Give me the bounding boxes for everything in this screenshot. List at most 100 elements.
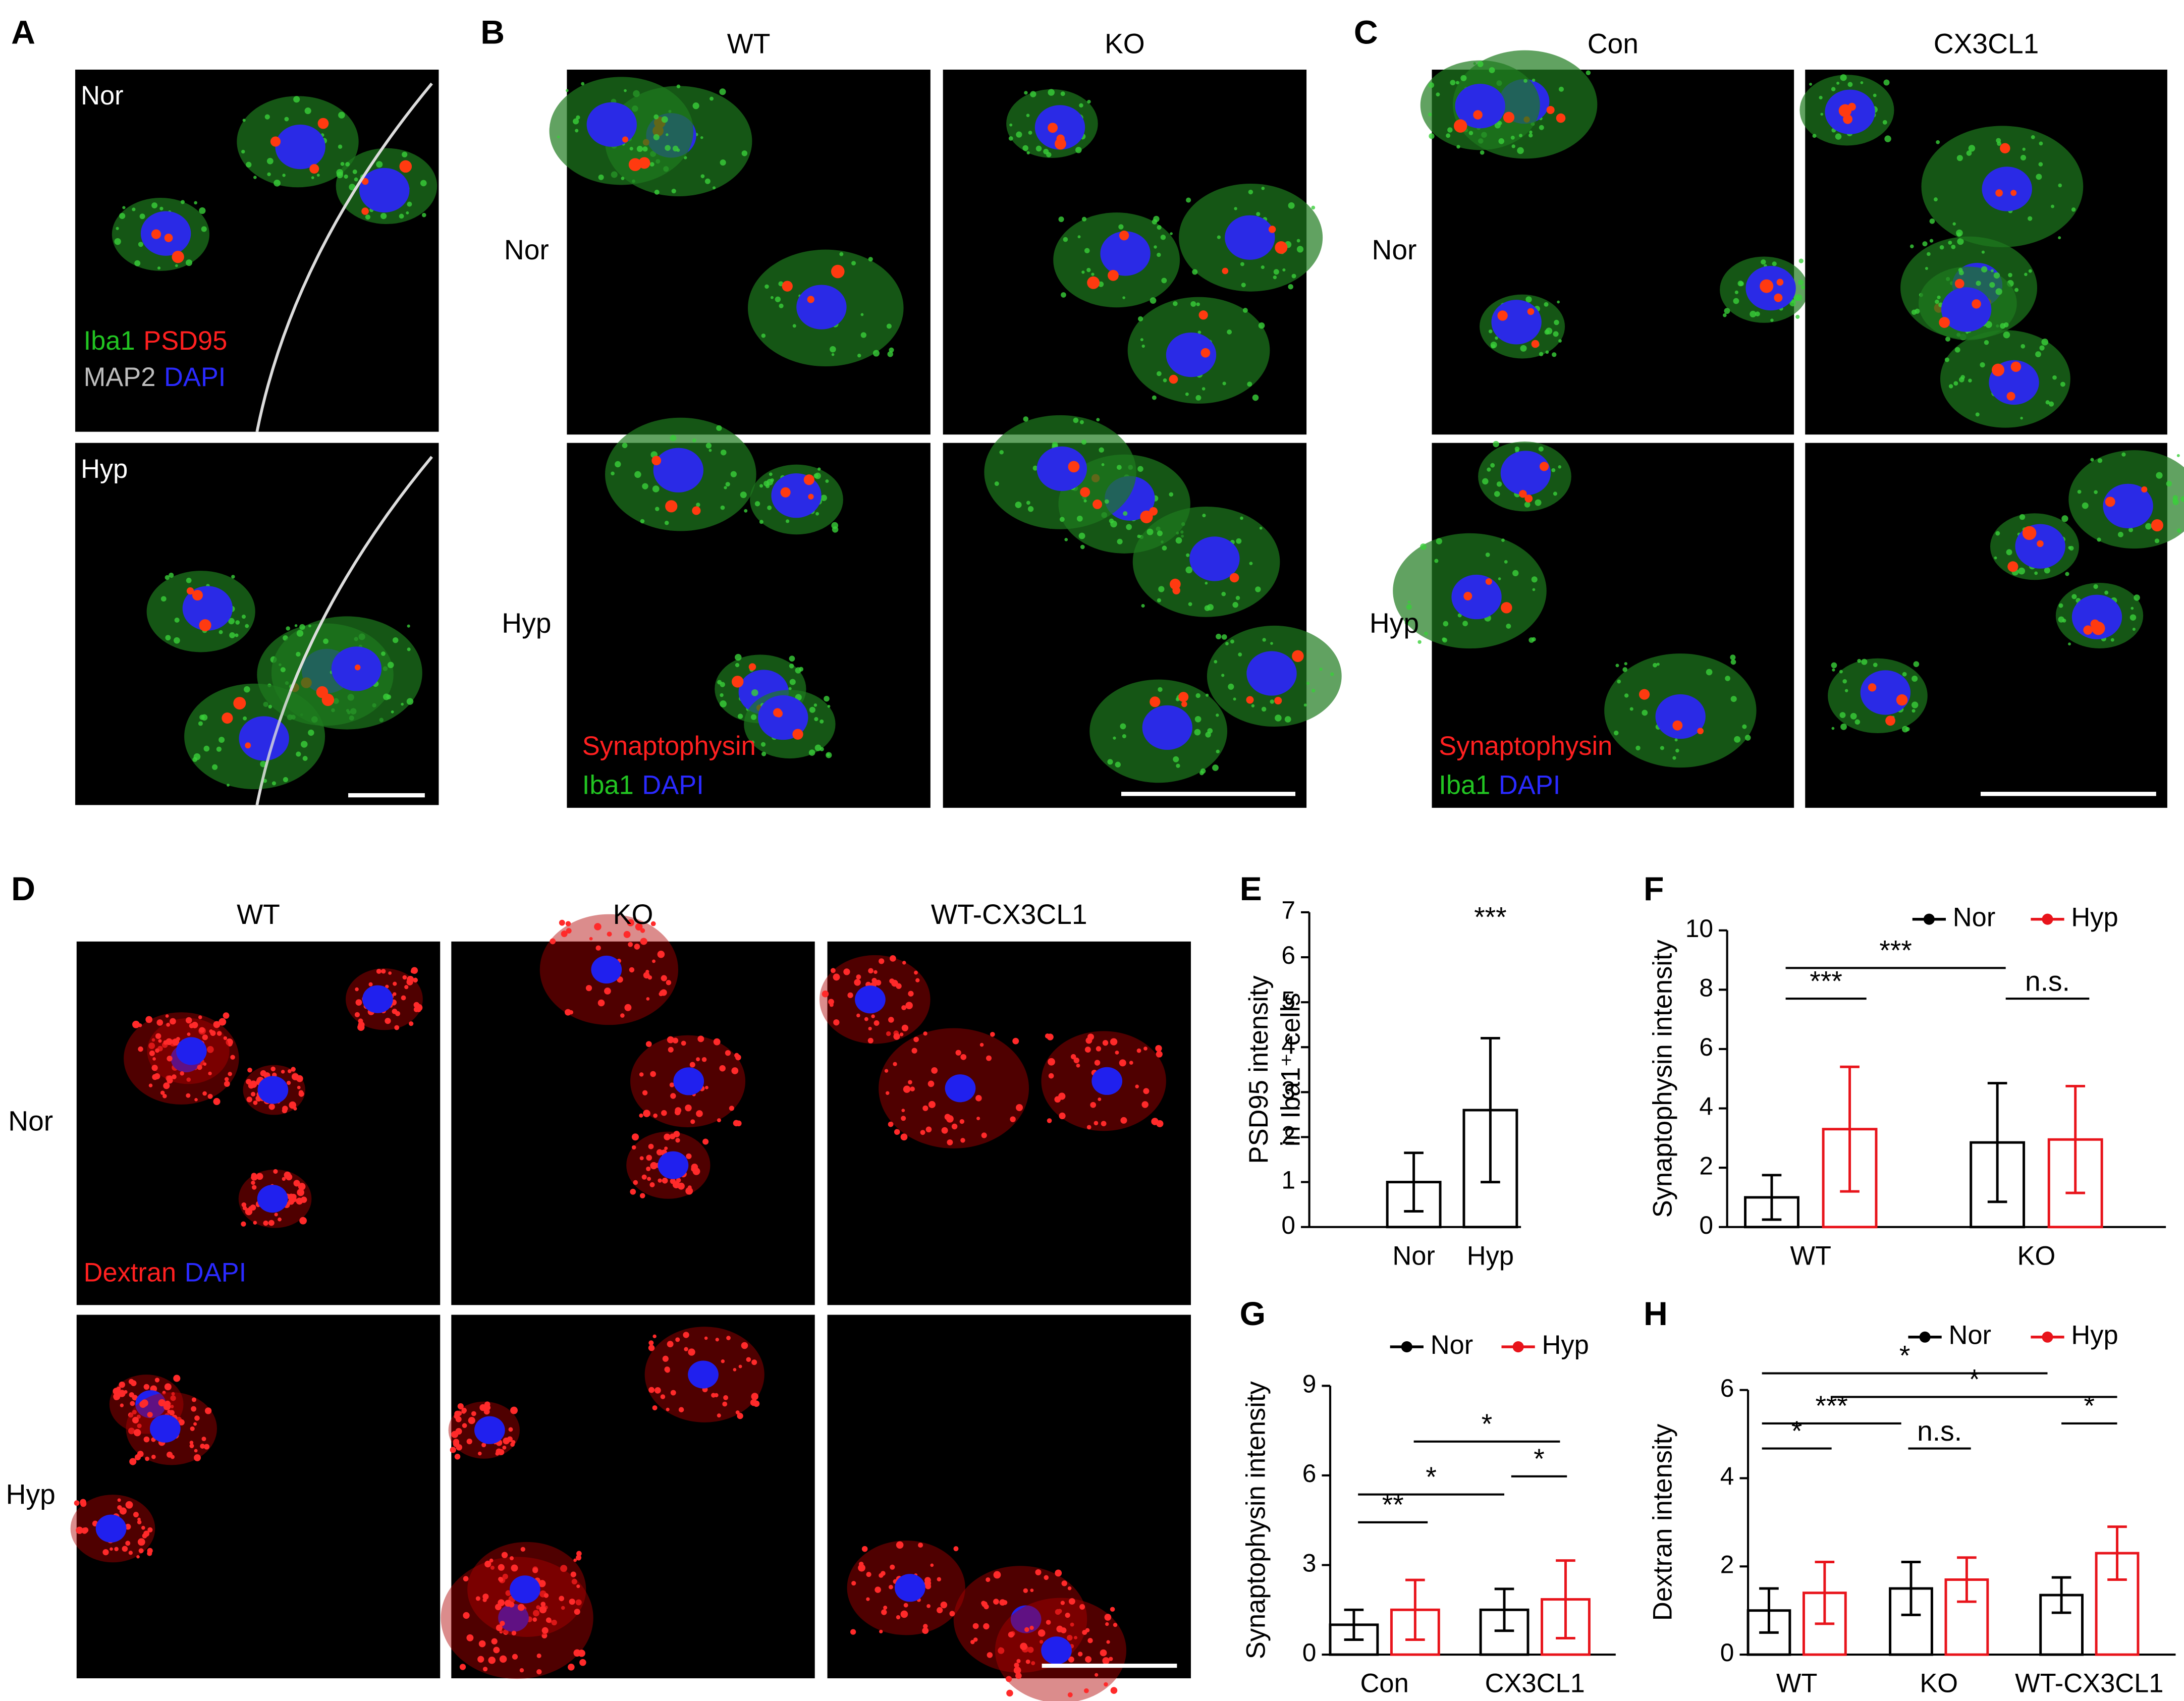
dextran-dot: [893, 1062, 897, 1066]
dextran-dot: [973, 1637, 978, 1642]
green-dot: [1146, 528, 1154, 535]
green-dot: [1734, 736, 1741, 743]
green-dot: [212, 764, 218, 770]
legend-label: Hyp: [2071, 1321, 2118, 1350]
dextran-dot: [1070, 1054, 1076, 1060]
green-dot: [1532, 588, 1536, 591]
dextran-dot: [1143, 1088, 1150, 1094]
green-dot: [1252, 394, 1259, 401]
green-dot: [839, 252, 844, 256]
dextran-dot: [753, 1400, 760, 1407]
green-dot: [1490, 463, 1495, 468]
green-dot: [1192, 269, 1198, 275]
green-dot: [1061, 292, 1066, 298]
dextran-dot: [191, 1021, 198, 1028]
dextran-dot: [1046, 1620, 1051, 1625]
dextran-dot: [138, 1548, 144, 1554]
green-dot: [1909, 244, 1914, 249]
dextran-dot: [293, 1180, 300, 1187]
green-dot: [421, 212, 426, 217]
dextran-dot: [166, 1023, 171, 1027]
red-puncta: [399, 160, 412, 173]
green-dot: [159, 206, 163, 210]
dextran-dot: [251, 1185, 257, 1190]
dextran-dot: [263, 1220, 268, 1226]
green-dot: [1081, 216, 1087, 222]
dextran-dot: [751, 1359, 757, 1365]
row-label: Nor: [81, 81, 124, 111]
micrograph: [75, 443, 439, 805]
green-dot: [1202, 387, 1206, 391]
green-dot: [1073, 417, 1079, 423]
green-dot: [1850, 712, 1857, 720]
green-dot: [999, 450, 1004, 455]
dextran-dot: [165, 1014, 169, 1018]
green-dot: [1080, 544, 1085, 550]
green-dot: [1480, 150, 1485, 155]
dextran-dot: [488, 1656, 496, 1664]
green-dot: [1733, 298, 1739, 304]
green-dot: [407, 201, 412, 207]
dextran-dot: [194, 1454, 201, 1461]
dextran-dot: [607, 931, 612, 937]
green-dot: [2008, 272, 2012, 278]
green-dot: [1770, 318, 1774, 322]
dextran-dot: [627, 919, 634, 926]
y-tick-label: 0: [1699, 1211, 1713, 1239]
green-dot: [1498, 138, 1505, 144]
green-dot: [114, 238, 121, 245]
green-dot: [1884, 135, 1891, 142]
dextran-dot: [1060, 1601, 1065, 1605]
dextran-dot: [268, 1220, 275, 1226]
row-label: Nor: [8, 1106, 53, 1137]
dextran-dot: [539, 1606, 547, 1614]
green-dot: [2041, 338, 2049, 346]
green-dot: [1506, 623, 1511, 629]
green-dot: [629, 147, 633, 151]
green-dot: [1985, 321, 1992, 328]
dextran-dot: [245, 1208, 253, 1216]
green-dot: [1873, 93, 1877, 97]
dextran-dot: [998, 1647, 1005, 1654]
green-dot: [751, 740, 755, 744]
dextran-dot: [975, 1095, 982, 1102]
dextran-dot: [1074, 1636, 1077, 1639]
y-tick-label: 6: [1699, 1033, 1713, 1061]
dextran-dot: [409, 1021, 414, 1026]
stain-word: Iba1: [1439, 771, 1490, 800]
red-puncta: [1473, 110, 1483, 120]
red-puncta: [1991, 363, 2005, 376]
green-dot: [242, 119, 246, 122]
significance: *: [1791, 1415, 1802, 1447]
dextran-dot: [298, 1183, 306, 1190]
dextran-dot: [152, 1074, 158, 1080]
dextran-dot: [648, 1340, 654, 1346]
dextran-dot: [186, 1093, 191, 1098]
dextran-dot: [873, 970, 878, 974]
nucleus: [591, 955, 622, 984]
dextran-dot: [154, 1378, 160, 1383]
dextran-dot: [911, 1048, 917, 1054]
green-dot: [119, 212, 126, 220]
dextran-dot: [118, 1390, 126, 1397]
dextran-dot: [635, 923, 643, 931]
red-puncta: [1181, 701, 1187, 707]
dextran-dot: [298, 1090, 304, 1095]
green-dot: [1204, 605, 1211, 611]
dextran-dot: [1115, 1051, 1119, 1055]
dextran-dot: [940, 1601, 948, 1609]
green-dot: [1185, 566, 1193, 574]
dextran-dot: [173, 1375, 181, 1382]
dextran-dot: [926, 1604, 931, 1608]
green-dot: [1957, 238, 1964, 245]
green-dot: [201, 226, 207, 232]
dextran-dot: [908, 991, 914, 997]
dextran-dot: [658, 1178, 662, 1183]
green-dot: [1494, 491, 1500, 497]
green-dot: [165, 575, 170, 580]
green-dot: [1981, 250, 1985, 254]
green-dot: [1617, 679, 1621, 684]
dextran-dot: [499, 1577, 504, 1582]
green-dot: [1953, 381, 1958, 386]
significance: *: [2084, 1390, 2095, 1421]
